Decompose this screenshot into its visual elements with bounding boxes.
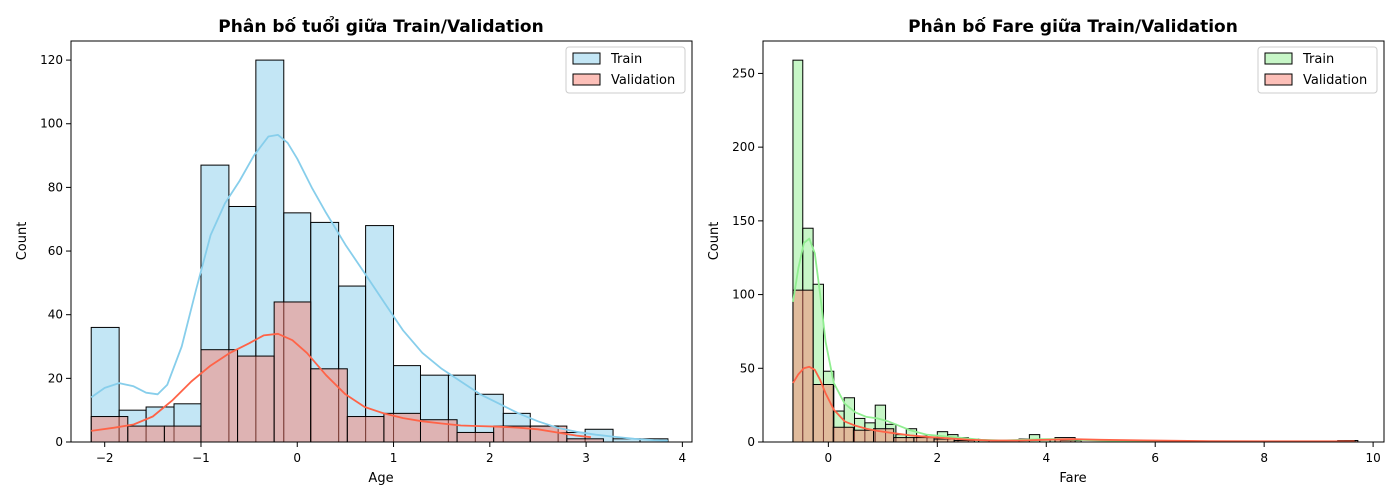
validation-bar-5: [893, 437, 915, 443]
validation-bar-10: [456, 431, 495, 443]
y-tick-label: 100: [40, 117, 63, 131]
validation-bar-3: [852, 429, 875, 443]
validation-bars: [90, 301, 604, 443]
validation-bar-0: [792, 289, 814, 443]
legend: Train Validation: [565, 46, 686, 94]
kde-curves: [792, 237, 1355, 443]
y-tick-label: 80: [48, 180, 63, 194]
x-tick-label: 4: [679, 451, 687, 465]
chart-title: Phân bố tuổi giữa Train/Validation: [218, 15, 543, 37]
legend-label-validation: Validation: [611, 73, 675, 88]
y-tick-label: 20: [48, 371, 63, 385]
y-axis-label: Count: [707, 222, 722, 261]
x-axis-label: Age: [368, 471, 393, 486]
validation-kde-line: [91, 332, 591, 439]
x-tick-label: 0: [825, 451, 833, 465]
validation-bar-3: [200, 349, 239, 443]
x-tick-label: −2: [96, 451, 114, 465]
x-tick-label: 1: [390, 451, 398, 465]
y-tick-label: 0: [747, 435, 755, 449]
x-tick-label: 0: [293, 451, 301, 465]
legend-label-validation: Validation: [1303, 73, 1367, 88]
legend: Train Validation: [1257, 46, 1378, 94]
y-tick-label: 40: [48, 308, 63, 322]
x-tick-label: 2: [486, 451, 494, 465]
legend-swatch-validation: [572, 73, 601, 86]
validation-bar-5: [273, 301, 312, 443]
x-tick-label: −1: [192, 451, 210, 465]
y-tick-label: 100: [732, 288, 755, 302]
y-tick-label: 50: [740, 361, 755, 375]
y-axis-ticks: 0 20 40 60 80 100 120: [40, 53, 71, 449]
train-kde-line: [90, 133, 668, 442]
legend-swatch-train: [1264, 52, 1293, 65]
y-tick-label: 60: [48, 244, 63, 258]
y-tick-label: 0: [55, 435, 63, 449]
x-axis-ticks: −2 −1 0 1 2 3 4: [96, 442, 686, 465]
validation-bar-4: [237, 355, 275, 443]
x-axis-label: Fare: [1059, 471, 1086, 486]
validation-bar-1: [127, 425, 165, 443]
validation-bar-2: [163, 425, 202, 443]
x-tick-label: 3: [582, 451, 590, 465]
legend-label-train: Train: [610, 52, 642, 67]
y-tick-label: 150: [732, 214, 755, 228]
legend-swatch-validation: [1264, 73, 1293, 86]
panel-age: Phân bố tuổi giữa Train/Validation −2 −1 0…: [15, 15, 693, 486]
legend-label-train: Train: [1302, 52, 1334, 67]
panel-fare: Phân bố Fare giữa Train/Validation 0 2 4 6 8…: [707, 16, 1385, 486]
axes-frame: [70, 40, 693, 443]
chart-title: Phân bố Fare giữa Train/Validation: [908, 16, 1238, 37]
legend-swatch-train: [572, 52, 601, 65]
validation-bar-6: [913, 437, 935, 443]
x-tick-label: 6: [1151, 451, 1159, 465]
x-tick-label: 2: [933, 451, 941, 465]
y-axis-ticks: 0 50 100 150 200 250: [732, 66, 763, 449]
y-tick-label: 250: [732, 66, 755, 80]
y-axis-label: Count: [15, 222, 30, 261]
validation-bar-2: [832, 426, 854, 443]
validation-kde-line: [792, 365, 1355, 443]
x-tick-label: 10: [1365, 451, 1380, 465]
y-tick-label: 200: [732, 140, 755, 154]
validation-bar-6: [310, 368, 348, 443]
y-tick-label: 120: [40, 53, 63, 67]
kde-curves: [90, 133, 668, 442]
validation-bar-1: [812, 384, 834, 443]
validation-bar-7: [346, 416, 385, 443]
axes-frame: [762, 40, 1385, 443]
x-axis-ticks: 0 2 4 6 8 10: [825, 442, 1381, 465]
x-tick-label: 4: [1042, 451, 1050, 465]
x-tick-label: 8: [1260, 451, 1268, 465]
